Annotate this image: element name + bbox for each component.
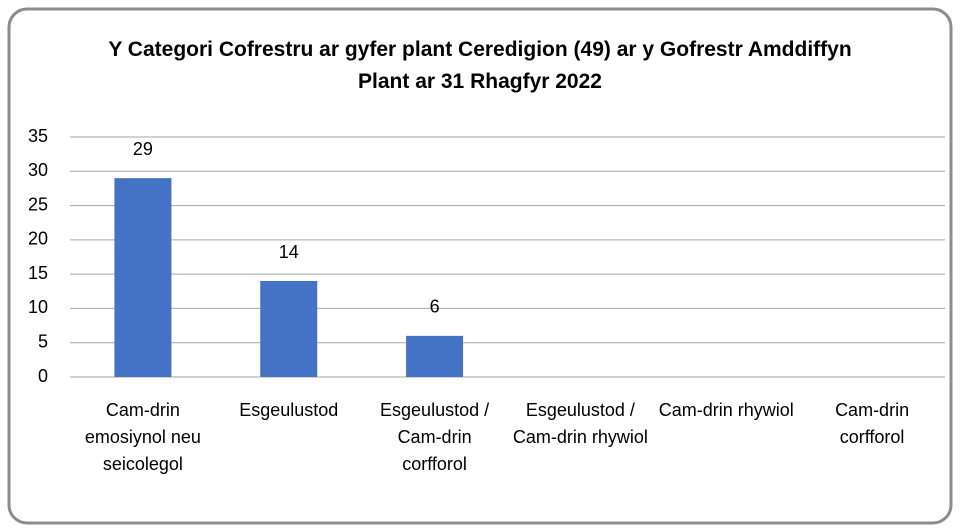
x-tick-label: Esgeulustod / Cam-drin rhywiol [512,400,648,447]
y-tick-label: 20 [28,229,48,249]
bar [114,178,172,377]
data-label: 29 [133,139,153,159]
y-tick-label: 30 [28,160,48,180]
chart-title: Y Categori Cofrestru ar gyfer plant Cere… [108,38,852,93]
x-tick-label: Esgeulustod [239,400,339,420]
y-tick-label: 25 [28,194,48,214]
y-tick-label: 35 [28,126,48,146]
y-tick-label: 15 [28,263,48,283]
x-tick-label: Cam-drin emosiynol neu seicolegol [84,400,201,474]
x-tick-label: Cam-drin rhywiol [658,400,794,420]
data-label: 14 [279,242,299,262]
x-tick-label: Esgeulustod / Cam-drin corfforol [380,400,490,474]
bar [406,335,464,377]
y-tick-label: 0 [38,366,48,386]
data-label: 6 [430,297,440,317]
x-tick-label: Cam-drin corfforol [835,400,910,447]
y-tick-label: 10 [28,297,48,317]
y-tick-label: 5 [38,331,48,351]
bar [260,281,318,377]
